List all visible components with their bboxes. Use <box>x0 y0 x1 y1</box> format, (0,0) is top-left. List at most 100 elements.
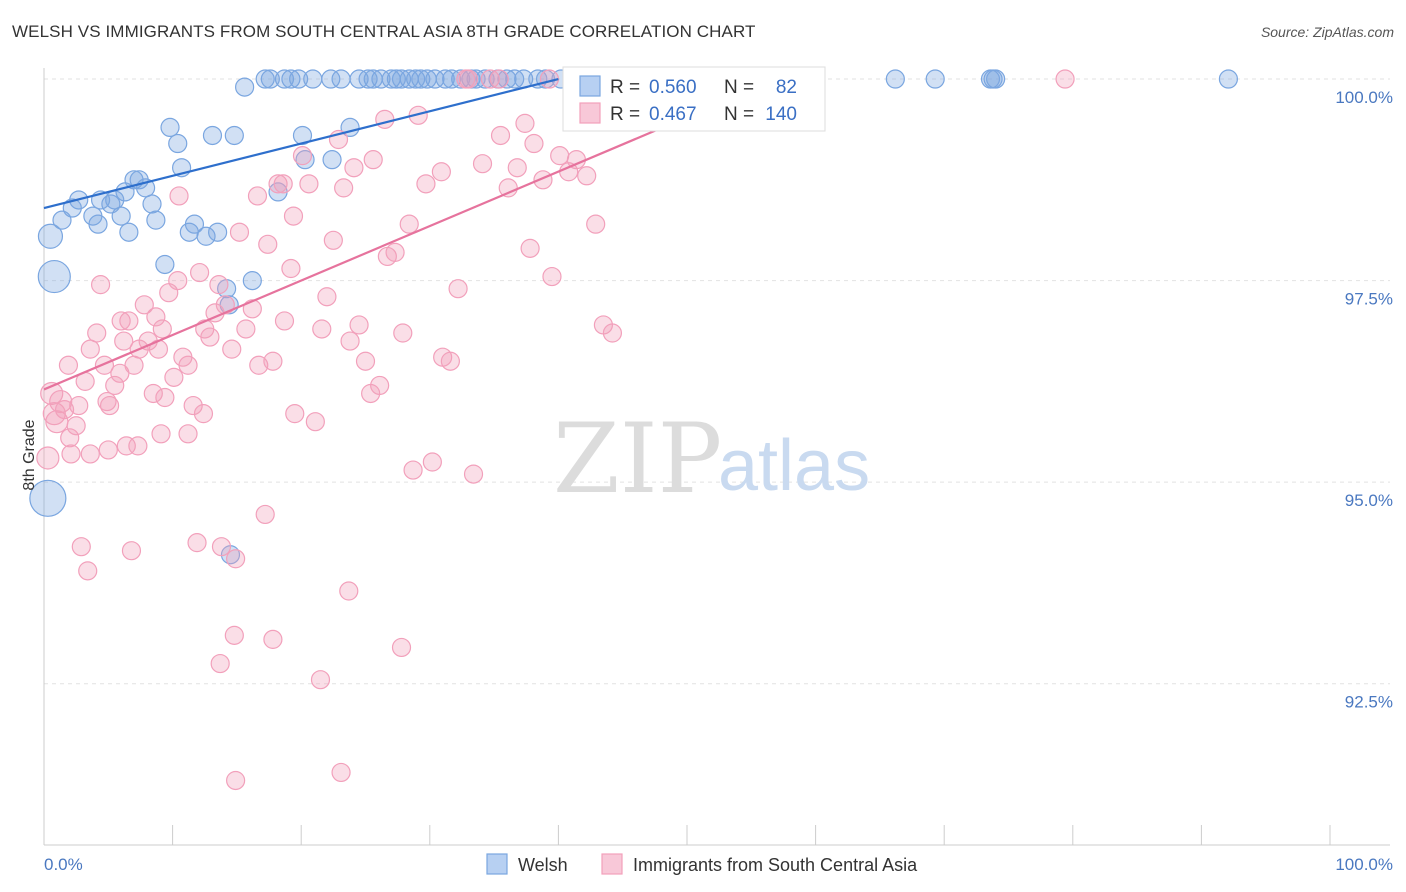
x-tick-label: 0.0% <box>44 855 83 874</box>
legend-n-label: N = <box>724 77 754 98</box>
immigrant-point <box>124 355 144 375</box>
legend-swatch-welsh <box>579 75 601 97</box>
immigrant-point <box>78 561 98 581</box>
immigrant-point <box>242 299 262 319</box>
immigrant-point <box>69 395 89 416</box>
immigrant-point <box>310 670 331 690</box>
welsh-point <box>184 214 205 234</box>
immigrant-point <box>331 762 351 783</box>
immigrant-point <box>114 331 134 351</box>
welsh-point <box>371 69 391 89</box>
legend-r-value: 0.560 <box>649 77 697 98</box>
immigrant-point <box>97 391 117 412</box>
welsh-point <box>435 69 455 89</box>
immigrant-point <box>247 186 268 206</box>
immigrant-point <box>226 549 246 569</box>
immigrant-point <box>87 323 107 343</box>
immigrant-point <box>416 174 436 194</box>
immigrant-point <box>211 537 232 557</box>
welsh-point <box>497 69 517 89</box>
immigrant-point <box>134 295 154 315</box>
legend-swatch-immigrants <box>579 102 601 124</box>
immigrant-point <box>190 262 210 283</box>
legend-n-value: 82 <box>776 77 797 98</box>
grid-lines <box>44 78 1390 685</box>
welsh-point <box>111 206 131 226</box>
immigrant-point <box>224 625 244 645</box>
welsh-point <box>208 222 228 242</box>
immigrant-point <box>524 133 544 154</box>
immigrant-point <box>152 319 172 339</box>
immigrant-point <box>299 174 319 194</box>
immigrant-point <box>283 206 304 226</box>
immigrant-point <box>520 238 540 258</box>
bottom-legend-swatch-immigrants <box>601 853 623 875</box>
immigrant-point <box>268 174 288 194</box>
x-tick-label: 100.0% <box>1335 855 1393 874</box>
immigrant-point <box>399 214 419 234</box>
immigrant-point <box>602 323 623 343</box>
immigrant-point <box>236 319 256 339</box>
immigrant-point <box>193 404 214 424</box>
welsh-point <box>322 150 342 170</box>
immigrant-point <box>90 275 111 295</box>
immigrant-point <box>80 339 100 359</box>
immigrant-point <box>490 125 511 146</box>
immigrant-point <box>54 400 75 420</box>
immigrant-point <box>42 402 66 426</box>
welsh-point <box>255 69 275 89</box>
y-axis-label: 8th Grade <box>21 419 38 490</box>
axes: 100.0% 97.5% 95.0% 92.5% 0.0% 100.0% <box>43 68 1393 874</box>
welsh-point <box>281 69 301 89</box>
welsh-point <box>29 479 67 517</box>
immigrant-point <box>577 166 597 186</box>
bottom-legend-label-welsh: Welsh <box>518 855 568 875</box>
legend-r-value: 0.467 <box>649 104 697 125</box>
immigrant-point <box>273 174 293 194</box>
immigrant-point <box>1055 69 1075 89</box>
welsh-point <box>260 69 280 89</box>
immigrant-point <box>363 150 383 170</box>
immigrant-point <box>60 428 80 448</box>
legend-n-label: N = <box>724 104 754 125</box>
immigrant-point <box>146 307 166 327</box>
chart-source: Source: ZipAtlas.com <box>1260 24 1394 40</box>
immigrant-point <box>285 404 305 424</box>
immigrant-point <box>515 113 535 133</box>
immigrant-point <box>200 327 220 347</box>
immigrant-point <box>61 444 81 464</box>
welsh-point <box>274 69 295 89</box>
immigrant-point <box>263 629 283 649</box>
immigrant-point <box>391 637 412 658</box>
immigrant-point <box>422 452 442 472</box>
immigrant-point <box>355 351 376 371</box>
y-tick-label: 100.0% <box>1335 88 1393 107</box>
immigrant-point <box>164 367 184 387</box>
welsh-point <box>321 69 341 89</box>
immigrant-point <box>71 537 91 557</box>
immigrant-point <box>229 222 250 242</box>
immigrant-point <box>317 287 337 307</box>
watermark-atlas: atlas <box>718 426 870 506</box>
immigrant-point <box>210 653 230 674</box>
immigrant-point <box>209 275 229 295</box>
immigrant-point <box>393 323 413 343</box>
immigrant-point <box>98 440 118 460</box>
welsh-point <box>235 77 255 97</box>
welsh-point <box>142 194 162 214</box>
welsh-point <box>155 254 175 275</box>
immigrant-point <box>116 436 136 456</box>
immigrant-point <box>458 69 478 89</box>
bottom-legend: Welsh Immigrants from South Central Asia <box>486 853 918 875</box>
immigrant-point <box>263 351 283 371</box>
welsh-point <box>425 69 445 89</box>
welsh-point <box>160 117 180 138</box>
immigrant-point <box>168 271 188 291</box>
immigrant-point <box>274 311 295 331</box>
immigrant-point <box>292 146 313 166</box>
immigrant-point <box>226 770 246 791</box>
welsh-point <box>242 271 262 291</box>
welsh-trend-line <box>43 77 559 210</box>
immigrant-point <box>119 311 139 331</box>
bottom-legend-swatch-welsh <box>486 853 508 875</box>
